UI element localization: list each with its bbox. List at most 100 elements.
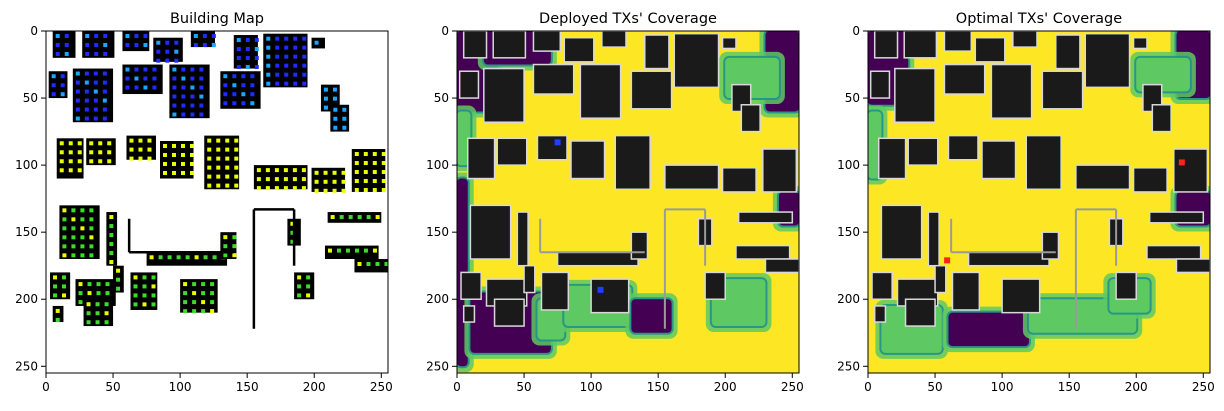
marker-38-1 <box>366 262 371 266</box>
x-tick-label-1: 50 <box>516 380 531 394</box>
marker-12-0 <box>223 74 228 79</box>
marker-27-0 <box>116 268 121 273</box>
marker-6-27 <box>284 81 289 86</box>
marker-30-5 <box>151 284 156 289</box>
marker-23-10 <box>80 226 85 231</box>
marker-21-1 <box>323 170 328 175</box>
building-4 <box>1012 31 1038 48</box>
coverage-zone-5 <box>948 312 1029 347</box>
x-tick-label-2: 100 <box>991 380 1014 394</box>
marker-1-8 <box>103 52 108 56</box>
marker-6-12 <box>284 54 289 59</box>
marker-19-5 <box>216 147 221 152</box>
marker-6-5 <box>266 45 271 50</box>
marker-1-3 <box>85 43 90 47</box>
marker-31-8 <box>183 300 188 305</box>
marker-23-21 <box>71 253 76 258</box>
marker-11-3 <box>199 67 204 72</box>
marker-17-8 <box>147 156 152 161</box>
marker-10-1 <box>134 67 139 72</box>
building-9 <box>894 67 936 123</box>
marker-11-11 <box>199 85 204 90</box>
marker-25-4 <box>53 293 58 298</box>
marker-18-13 <box>172 170 176 175</box>
marker-2-0 <box>125 34 130 38</box>
plot-area <box>868 31 1210 373</box>
marker-9-22 <box>93 116 98 121</box>
marker-22-4 <box>354 161 359 166</box>
marker-20-1 <box>265 168 270 173</box>
marker-38-2 <box>375 262 380 266</box>
x-tick-label-4: 200 <box>1125 380 1148 394</box>
marker-6-18 <box>293 63 298 68</box>
marker-32-6 <box>203 255 208 260</box>
coverage-zone-2 <box>1136 57 1190 92</box>
tx-point-1 <box>554 139 561 146</box>
marker-9-15 <box>102 98 107 103</box>
marker-22-13 <box>363 179 368 184</box>
marker-18-11 <box>190 161 194 166</box>
marker-15-9 <box>59 168 64 173</box>
marker-32-3 <box>176 255 181 260</box>
marker-19-0 <box>207 138 212 143</box>
marker-37-5 <box>306 293 311 298</box>
marker-7-0 <box>314 40 319 45</box>
building-8 <box>869 70 891 99</box>
marker-23-0 <box>62 208 67 213</box>
building-16 <box>907 137 939 166</box>
marker-36-2 <box>345 248 350 253</box>
marker-31-13 <box>192 309 197 314</box>
marker-35-3 <box>357 215 362 220</box>
building-29 <box>904 298 936 327</box>
marker-22-12 <box>354 179 359 184</box>
marker-31-7 <box>210 291 215 296</box>
marker-19-12 <box>207 165 212 170</box>
marker-9-7 <box>102 80 107 85</box>
marker-31-5 <box>192 291 197 296</box>
marker-19-17 <box>216 174 221 179</box>
marker-25-5 <box>62 293 67 298</box>
marker-33-3 <box>232 244 237 249</box>
building-1 <box>903 31 938 59</box>
marker-5-3 <box>236 47 241 52</box>
building-30 <box>951 271 981 311</box>
marker-5-4 <box>245 47 250 52</box>
x-tick-label-2: 100 <box>169 380 192 394</box>
building-16 <box>496 137 528 166</box>
building-35 <box>1148 211 1205 224</box>
x-tick-label-5: 250 <box>370 380 393 394</box>
marker-22-11 <box>381 170 386 175</box>
marker-19-20 <box>207 183 212 188</box>
marker-31-10 <box>201 300 206 305</box>
marker-12-8 <box>223 92 228 97</box>
marker-22-7 <box>381 161 386 166</box>
building-24 <box>106 212 118 266</box>
marker-2-5 <box>143 43 148 47</box>
building-29 <box>493 298 525 327</box>
y-tick-label-2: 100 <box>15 158 38 172</box>
marker-4-5 <box>211 43 216 47</box>
building-7 <box>721 36 737 50</box>
marker-11-9 <box>181 85 186 90</box>
marker-23-22 <box>80 253 85 258</box>
marker-26-0 <box>78 282 83 287</box>
marker-36-5 <box>372 248 377 253</box>
marker-16-4 <box>98 150 103 155</box>
marker-6-9 <box>302 45 307 50</box>
marker-30-7 <box>142 293 147 298</box>
building-11 <box>169 64 210 119</box>
marker-22-10 <box>372 170 377 175</box>
building-2 <box>943 31 973 52</box>
marker-9-3 <box>102 71 107 76</box>
marker-9-21 <box>84 116 89 121</box>
marker-17-4 <box>138 147 143 152</box>
marker-19-10 <box>225 156 230 161</box>
marker-34-0 <box>290 221 295 226</box>
marker-11-20 <box>172 112 177 117</box>
marker-9-20 <box>75 116 80 121</box>
building-15 <box>466 137 496 180</box>
marker-19-13 <box>216 165 221 170</box>
building-19 <box>614 134 651 191</box>
marker-11-16 <box>172 103 177 108</box>
